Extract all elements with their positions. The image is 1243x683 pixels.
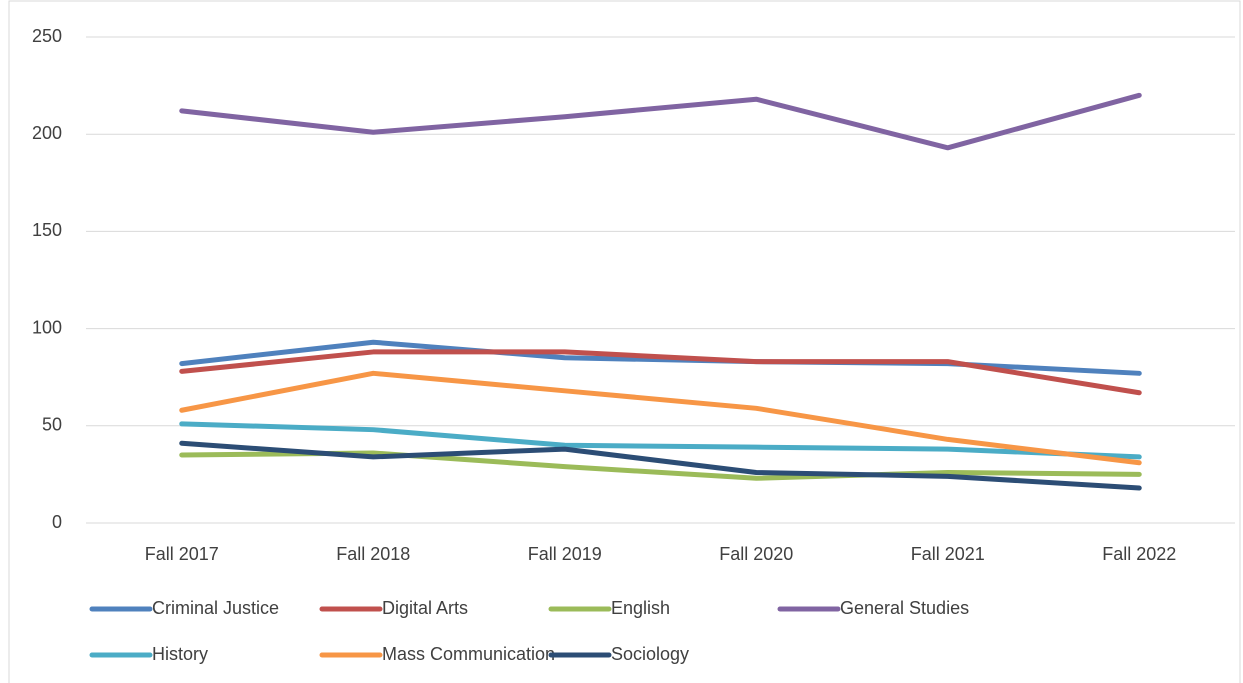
x-tick-label: Fall 2018 [336,544,410,564]
series-line [179,349,1142,396]
y-tick-label: 50 [42,415,62,435]
series-line [179,421,1142,460]
y-tick-label: 250 [32,26,62,46]
legend-label: General Studies [840,598,969,618]
series-line [179,92,1142,151]
x-tick-label: Fall 2021 [911,544,985,564]
y-tick-label: 200 [32,123,62,143]
x-tick-label: Fall 2019 [528,544,602,564]
legend-label: Mass Communication [382,644,555,664]
legend-label: Criminal Justice [152,598,279,618]
legend-label: Digital Arts [382,598,468,618]
legend-label: Sociology [611,644,689,664]
series-line [179,450,1142,481]
series-line [179,440,1142,491]
legend-label: English [611,598,670,618]
chart-frame [8,0,1241,683]
legend-label: History [152,644,208,664]
x-tick-label: Fall 2022 [1102,544,1176,564]
series-line [179,370,1142,466]
x-tick-label: Fall 2017 [145,544,219,564]
y-tick-label: 100 [32,317,62,337]
y-tick-label: 0 [52,512,62,532]
x-tick-label: Fall 2020 [719,544,793,564]
y-tick-label: 150 [32,220,62,240]
